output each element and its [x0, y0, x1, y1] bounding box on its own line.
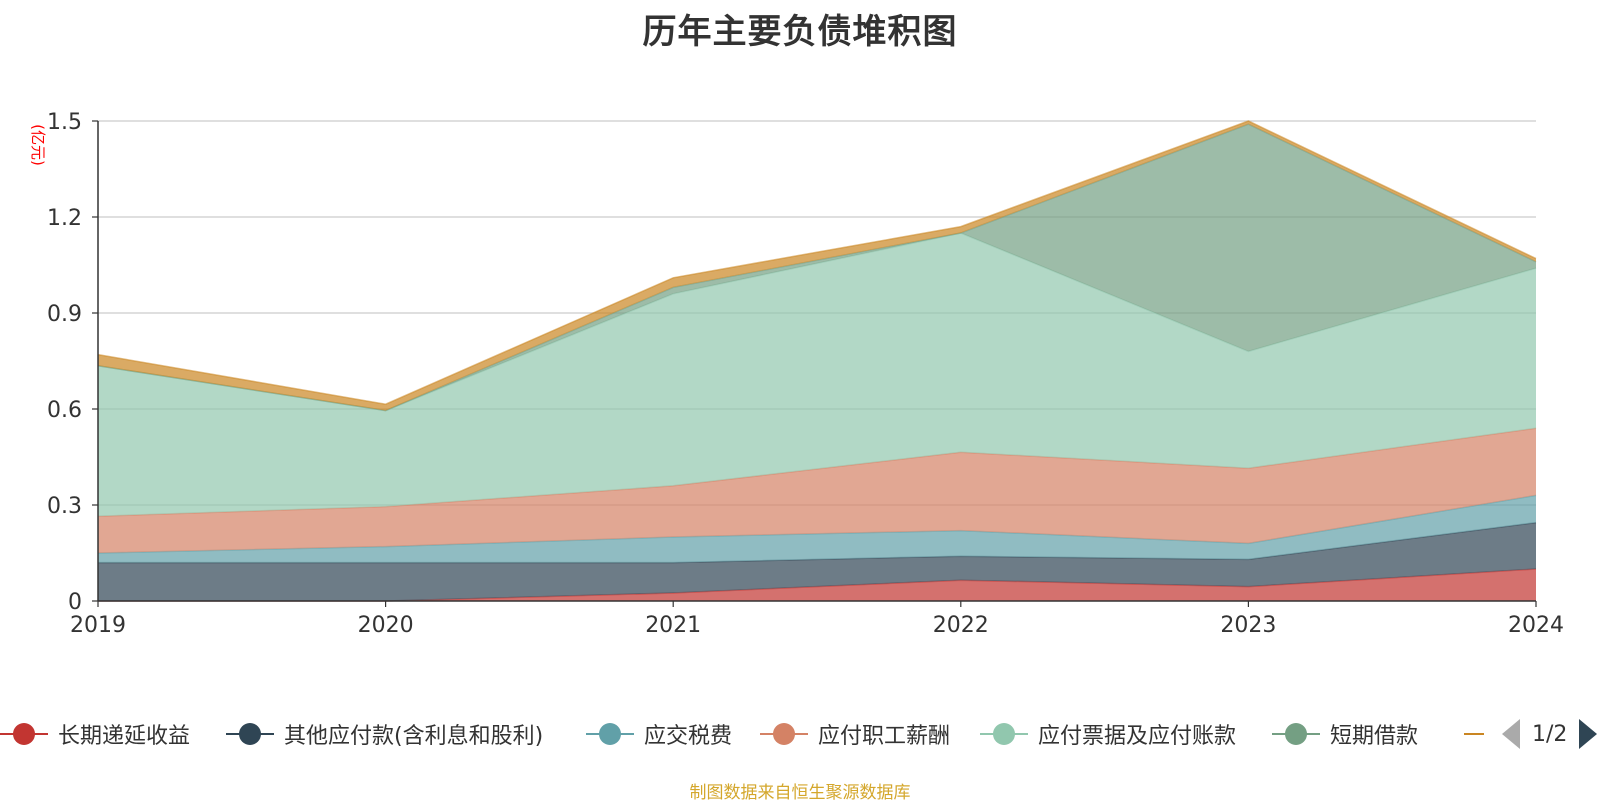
legend-item-long-term-deferred-income[interactable]: 长期递延收益 — [0, 716, 190, 752]
chart-title: 历年主要负债堆积图 — [642, 12, 958, 52]
legend-label: 短期借款 — [1330, 724, 1419, 749]
area-series-3 — [98, 428, 1536, 553]
x-tick-label: 2021 — [645, 613, 701, 638]
legend-pager: 1/2 — [1498, 716, 1598, 752]
legend-label: 其他应付款(含利息和股利) — [284, 724, 544, 749]
legend-marker-icon — [226, 719, 274, 749]
legend-marker-icon — [0, 719, 48, 749]
area-series-0 — [98, 569, 1536, 601]
legend-marker-icon — [1464, 719, 1484, 749]
legend-item-notes-and-accounts-payable[interactable]: 应付票据及应付账款 — [980, 716, 1236, 752]
legend-marker-icon — [760, 719, 808, 749]
area-series-5 — [98, 124, 1536, 411]
x-tick-label: 2019 — [70, 613, 126, 638]
y-tick-label: 0.3 — [47, 494, 82, 519]
legend-marker-icon — [980, 719, 1028, 749]
legend-next-page-icon[interactable] — [1579, 719, 1598, 749]
x-tick-label: 2024 — [1508, 613, 1564, 638]
legend-label: 应付职工薪酬 — [818, 724, 951, 749]
chart-svg: 0 0.3 0.6 0.9 1.2 1.5 2019 2020 2021 2022 2023 2024… — [29, 110, 1564, 638]
y-tick-label: 0.6 — [47, 398, 82, 423]
x-tick-label: 2023 — [1220, 613, 1276, 638]
x-tick-label: 2020 — [358, 613, 414, 638]
y-tick-label: 0.9 — [47, 302, 82, 327]
y-axis-unit-label: (亿元) — [29, 124, 47, 166]
legend-item-other-payables[interactable]: 其他应付款(含利息和股利) — [226, 716, 543, 752]
legend-label: 应付票据及应付账款 — [1038, 724, 1237, 749]
legend-marker-icon — [1272, 719, 1320, 749]
area-series-4 — [98, 233, 1536, 517]
legend-label: 应交税费 — [644, 724, 733, 749]
y-tick-label: 0 — [68, 590, 82, 615]
legend-page-indicator: 1/2 — [1532, 721, 1568, 747]
legend: 长期递延收益 其他应付款(含利息和股利) 应交税费 应付职工薪酬 应付票据及应付… — [0, 716, 1600, 752]
legend-item-employee-compensation[interactable]: 应付职工薪酬 — [760, 716, 950, 752]
y-tick-label: 1.5 — [47, 110, 82, 135]
area-series-6 — [98, 121, 1536, 411]
area-layer — [97, 120, 1537, 602]
data-source-note: 制图数据来自恒生聚源数据库 — [689, 783, 911, 803]
area-series-1 — [98, 522, 1536, 601]
legend-item-short-term-borrowings[interactable]: 短期借款 — [1272, 716, 1418, 752]
legend-item-taxes-payable[interactable]: 应交税费 — [586, 716, 732, 752]
x-tick-label: 2022 — [933, 613, 989, 638]
area-series-2 — [98, 495, 1536, 563]
y-tick-label: 1.2 — [47, 206, 82, 231]
legend-item-partial-contract-liabilities[interactable] — [1464, 716, 1494, 752]
legend-prev-page-icon[interactable] — [1502, 719, 1520, 749]
axis-layer: 0 0.3 0.6 0.9 1.2 1.5 2019 2020 2021 2022 2023 2024 — [47, 110, 1564, 638]
line-series-6 — [97, 120, 1537, 405]
legend-marker-icon — [586, 719, 634, 749]
legend-label: 长期递延收益 — [58, 724, 191, 749]
